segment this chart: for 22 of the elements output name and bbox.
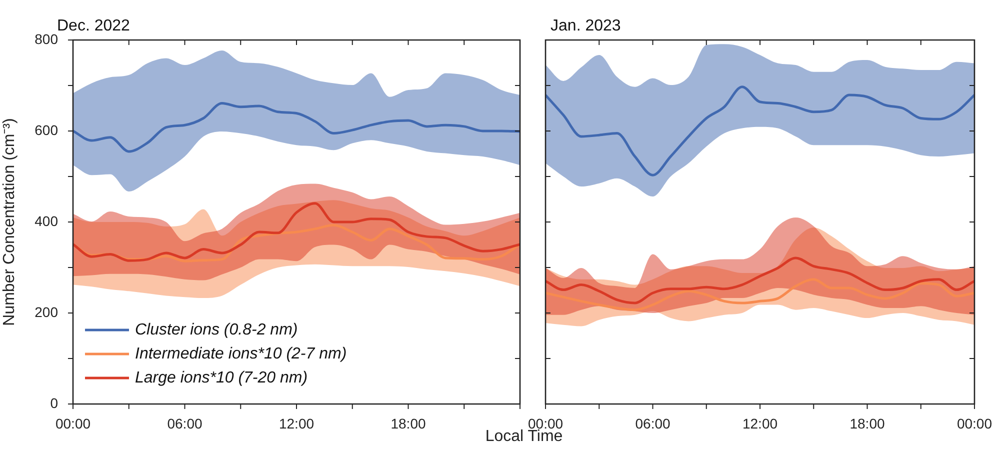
y-tick-label: 200 [34, 304, 58, 320]
x-tick-label: 12:00 [278, 415, 314, 432]
x-tick-label: 00:00 [956, 415, 992, 432]
x-tick-label: 18:00 [850, 415, 885, 432]
x-tick-label: 06:00 [167, 415, 202, 432]
line-series [73, 102, 520, 153]
legend-label: Cluster ions (0.8-2 nm) [135, 321, 298, 338]
y-tick-label: 0 [50, 394, 58, 411]
x-tick-label: 06:00 [635, 415, 670, 432]
x-tick-label: 12:00 [742, 415, 778, 432]
x-tick-label: 18:00 [390, 415, 426, 432]
chart-title: Jan. 2023 [550, 17, 621, 34]
y-axis-title: Number Concentration (cm⁻³) [1, 118, 18, 326]
legend-label: Large ions*10 (7-20 nm) [135, 369, 308, 386]
y-tick-label: 600 [34, 122, 58, 138]
chart-title: Dec. 2022 [57, 17, 130, 34]
line-series [73, 202, 520, 262]
x-tick-label: 00:00 [55, 415, 91, 432]
y-tick-label: 400 [34, 212, 58, 229]
y-tick-label: 800 [34, 30, 58, 47]
legend-label: Intermediate ions*10 (2-7 nm) [135, 345, 347, 362]
x-axis-title: Local Time [485, 428, 563, 446]
